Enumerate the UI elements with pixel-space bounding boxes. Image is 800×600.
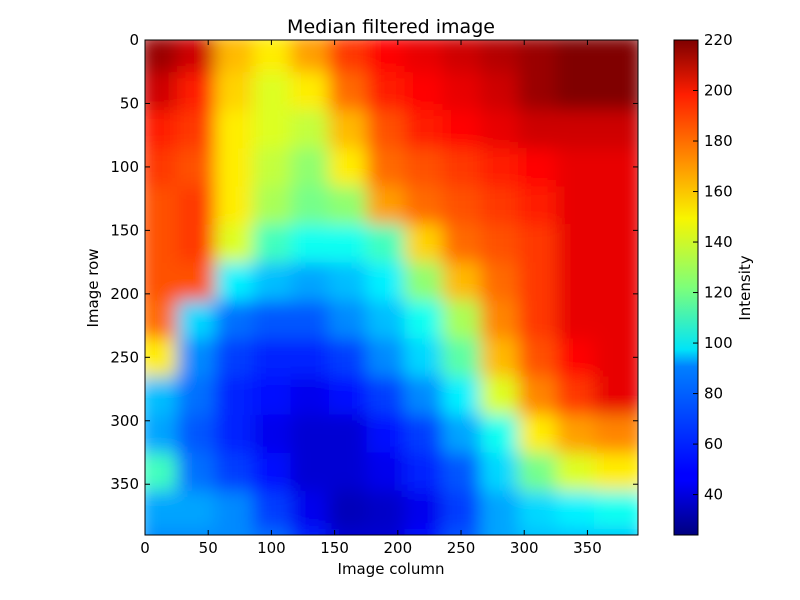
x-axis-ticks: 0 50 100 150 200 250 300 350 (140, 40, 602, 557)
heatmap-cell (328, 529, 379, 535)
colorbar-tick-label: 200 (704, 82, 733, 100)
colorbar-tick-label: 100 (704, 334, 733, 352)
x-tick-label: 350 (573, 539, 602, 557)
y-tick-label: 200 (110, 285, 139, 303)
heatmap-cell (366, 529, 417, 535)
heatmap-cell (214, 529, 265, 535)
heatmap-cell (145, 529, 189, 535)
heatmap-cell (594, 490, 638, 535)
colorbar (673, 39, 699, 536)
x-axis-label: Image column (338, 560, 445, 578)
colorbar-tick-label: 180 (704, 132, 733, 150)
x-tick-label: 250 (447, 539, 476, 557)
heatmap-cell (518, 529, 569, 535)
heatmap-cells (145, 40, 638, 535)
colorbar-tick-label: 120 (704, 284, 733, 302)
heatmap-cell (556, 529, 607, 535)
x-tick-label: 300 (510, 539, 539, 557)
heatmap-cell (442, 529, 493, 535)
colorbar-tick-label: 40 (704, 486, 723, 504)
x-tick-label: 100 (257, 539, 286, 557)
y-tick-label: 350 (110, 475, 139, 493)
heatmap-cell (594, 529, 638, 535)
chart-title: Median filtered image (287, 16, 495, 38)
x-tick-label: 150 (320, 539, 349, 557)
x-tick-label: 200 (384, 539, 413, 557)
heatmap-cell (404, 529, 455, 535)
colorbar-label: Intensity (736, 255, 754, 320)
y-tick-label: 150 (110, 221, 139, 239)
colorbar-tick-label: 140 (704, 233, 733, 251)
y-tick-label: 100 (110, 158, 139, 176)
y-tick-label: 50 (120, 94, 139, 112)
y-axis-label: Image row (84, 248, 102, 327)
y-tick-label: 250 (110, 348, 139, 366)
colorbar-tick-label: 220 (704, 31, 733, 49)
colorbar-tick-label: 80 (704, 385, 723, 403)
heatmap-cell (252, 529, 303, 535)
colorbar-tick-label: 60 (704, 435, 723, 453)
colorbar-ticks: 40 60 80 100 120 140 160 180 200 220 (693, 31, 733, 504)
x-tick-label: 0 (140, 539, 150, 557)
heatmap-plot-area (145, 40, 638, 535)
x-tick-label: 50 (199, 539, 218, 557)
plot-frame (144, 39, 639, 536)
y-tick-label: 0 (129, 31, 139, 49)
heatmap-cell (480, 529, 531, 535)
y-axis-ticks: 0 50 100 150 200 250 300 350 (110, 31, 638, 493)
heatmap-cell (176, 529, 227, 535)
colorbar-tick-label: 160 (704, 183, 733, 201)
heatmap-cell (290, 529, 341, 535)
y-tick-label: 300 (110, 412, 139, 430)
